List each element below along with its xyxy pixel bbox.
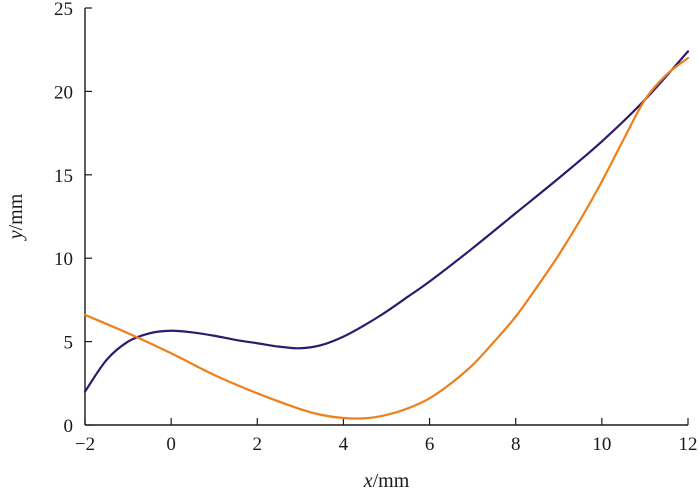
axes [84, 8, 688, 426]
x-tick-label: 4 [339, 434, 349, 455]
series-line-2 [83, 56, 690, 420]
y-tick-label: 15 [54, 166, 73, 187]
y-tick-label: 25 [54, 0, 73, 20]
y-axis-title-var: y [5, 230, 27, 241]
y-axis-title: y/mm [5, 193, 27, 241]
x-tick-label: 8 [511, 434, 521, 455]
y-tick-label: 5 [64, 333, 74, 354]
y-tick-label: 0 [64, 416, 74, 437]
series-group [83, 50, 690, 420]
y-tick-label: 10 [54, 249, 73, 270]
x-axis-title-var: x [363, 470, 373, 492]
series-line-1 [83, 50, 690, 393]
x-ticks: −2 0 2 4 6 8 10 12 [75, 418, 698, 455]
x-tick-label: 10 [592, 434, 611, 455]
x-axis-title-unit: /mm [373, 470, 410, 492]
x-tick-label: −2 [75, 434, 95, 455]
x-axis-title: x/mm [363, 470, 410, 492]
x-tick-label: 6 [425, 434, 435, 455]
x-tick-label: 0 [166, 434, 176, 455]
y-ticks: 0 5 10 15 20 25 [54, 0, 92, 437]
x-tick-label: 12 [679, 434, 698, 455]
x-tick-label: 2 [253, 434, 263, 455]
y-axis-title-unit: /mm [5, 193, 27, 230]
y-tick-label: 20 [54, 82, 73, 103]
